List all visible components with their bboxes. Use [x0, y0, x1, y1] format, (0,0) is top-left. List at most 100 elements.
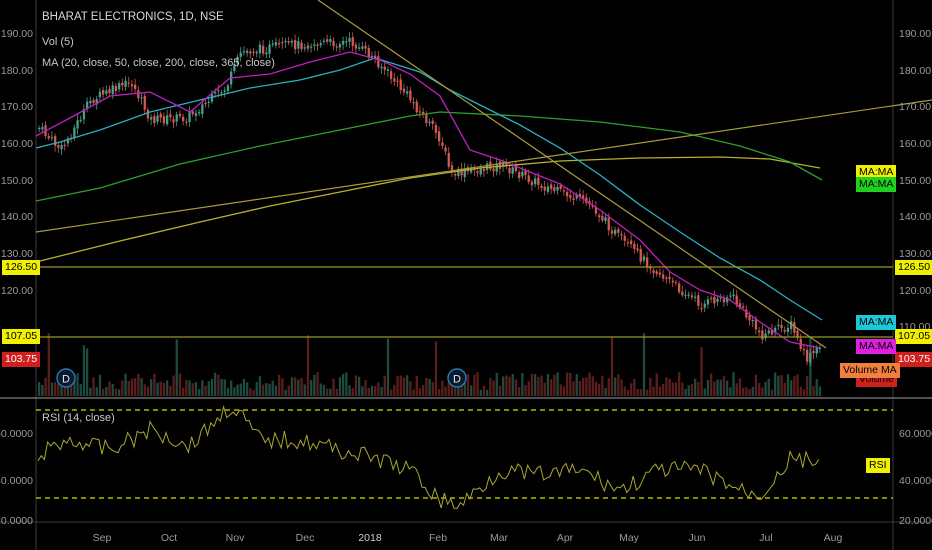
candle-body: [390, 71, 393, 79]
volume-bar: [380, 386, 383, 396]
volume-bar: [233, 387, 236, 396]
candle-body: [118, 83, 121, 90]
volume-bar: [57, 383, 60, 396]
candle-body: [207, 101, 210, 103]
svg-text:40.0000: 40.0000: [899, 475, 932, 487]
volume-bar: [60, 381, 63, 396]
candle-body: [460, 168, 463, 176]
svg-text:60.0000: 60.0000: [0, 428, 33, 440]
svg-text:160.00: 160.00: [1, 138, 33, 150]
volume-bar: [418, 388, 422, 396]
candle-body: [463, 168, 466, 177]
volume-bar: [751, 386, 754, 396]
candle-body: [534, 178, 537, 185]
symbol-legend[interactable]: BHARAT ELECTRONICS, 1D, NSE: [42, 11, 224, 23]
right-badge-103: 103.75: [895, 352, 932, 367]
svg-text:D: D: [62, 374, 70, 386]
candle-body: [761, 330, 764, 340]
volume-legend[interactable]: Vol (5): [42, 36, 74, 48]
volume-bar: [690, 384, 694, 396]
volume-bar: [319, 383, 322, 396]
volume-bar: [716, 379, 719, 396]
candle-body: [642, 256, 646, 261]
svg-text:60.0000: 60.0000: [899, 428, 932, 440]
volume-bar: [658, 386, 662, 396]
candle-body: [121, 82, 124, 86]
candle-body: [697, 295, 700, 306]
candle-body: [770, 329, 774, 335]
volume-bar: [300, 377, 303, 396]
candle-body: [124, 80, 127, 87]
candle-body: [623, 235, 626, 241]
volume-bar: [745, 387, 748, 396]
svg-text:120.00: 120.00: [899, 285, 931, 297]
candle-body: [790, 321, 793, 329]
volume-bar: [329, 388, 332, 396]
dividend-marker-1[interactable]: D: [56, 368, 76, 388]
volume-bar: [578, 381, 582, 396]
candle-body: [214, 92, 217, 94]
candle-body: [415, 101, 418, 113]
candle-body: [569, 195, 572, 199]
volume-bar: [217, 374, 220, 396]
candle-body: [108, 88, 111, 93]
volume-bar: [354, 375, 358, 396]
svg-text:Dec: Dec: [296, 532, 315, 544]
volume-bar: [799, 386, 802, 396]
volume-bar: [783, 382, 786, 396]
candle-body: [290, 40, 294, 43]
volume-bar: [601, 375, 604, 396]
volume-bar: [463, 383, 466, 396]
candle-body: [502, 162, 505, 167]
svg-text:Mar: Mar: [490, 532, 509, 544]
left-badge-107: 107.05: [2, 329, 41, 344]
volume-bar: [722, 376, 726, 396]
ma200-line: [35, 111, 823, 202]
rsi-legend[interactable]: RSI (14, close): [42, 412, 115, 424]
volume-bar: [511, 373, 514, 396]
candle-body: [294, 40, 297, 50]
volume-bar: [246, 382, 249, 396]
candle-body: [153, 116, 156, 124]
volume-bar: [530, 373, 534, 396]
dividend-marker-2[interactable]: D: [447, 368, 467, 388]
candle-body: [543, 186, 546, 191]
volume-bar: [441, 380, 444, 396]
volume-bar: [492, 380, 495, 396]
volume-bar: [562, 386, 566, 396]
candle-body: [316, 44, 319, 47]
candle-body: [367, 47, 370, 58]
volume-bar: [134, 378, 137, 396]
volume-bar: [44, 377, 47, 396]
candle-body: [550, 184, 553, 189]
candle-body: [370, 55, 374, 58]
volume-bar: [559, 384, 562, 396]
candle-body: [374, 55, 377, 58]
candle-body: [50, 137, 54, 139]
volume-bar: [124, 373, 127, 396]
candle-body: [428, 121, 431, 124]
volume-bar: [758, 383, 761, 396]
candle-body: [719, 297, 722, 299]
candle-body: [498, 161, 502, 169]
candle-body: [815, 347, 818, 354]
candle-body: [313, 44, 316, 46]
candle-body: [310, 46, 313, 48]
candle-body: [354, 44, 358, 49]
svg-text:D: D: [453, 374, 461, 386]
volume-bar: [572, 381, 575, 396]
candle-body: [198, 112, 201, 114]
time-axis: Sep Oct Nov Dec 2018 Feb Mar Apr May Jun…: [93, 532, 843, 544]
candle-body: [57, 145, 60, 148]
candle-body: [700, 307, 703, 310]
volume-bar: [274, 385, 278, 396]
svg-text:Apr: Apr: [557, 532, 574, 544]
volume-bar: [639, 388, 642, 396]
candle-body: [793, 322, 796, 333]
candle-body: [553, 187, 556, 192]
volume-bar: [402, 377, 406, 396]
volume-bar: [550, 379, 553, 396]
ma-legend[interactable]: MA (20, close, 50, close, 200, close, 36…: [42, 57, 275, 69]
volume-bar: [249, 388, 252, 396]
